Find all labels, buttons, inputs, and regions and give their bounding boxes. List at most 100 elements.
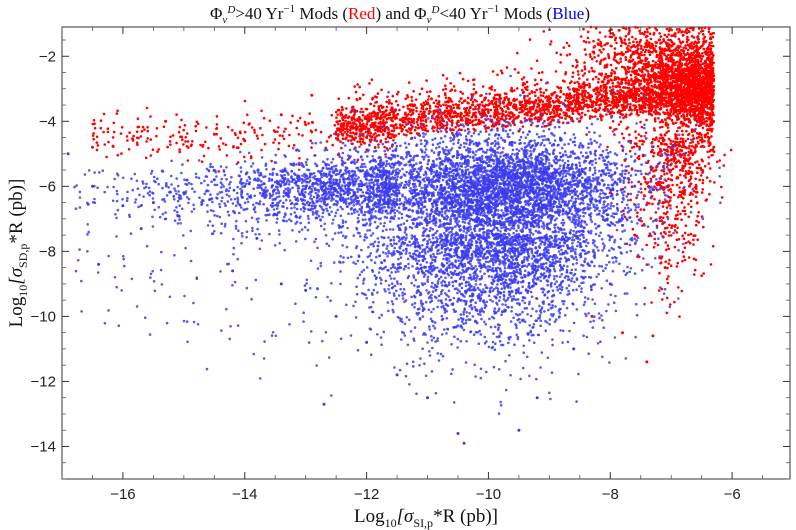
red-point [681,106,684,110]
red-point [155,134,158,138]
red-point [610,107,613,111]
red-point [669,303,672,306]
red-point [135,130,139,133]
red-point [689,89,693,93]
red-point [708,43,711,47]
red-point [651,90,655,94]
red-point [673,32,677,35]
red-point [707,141,710,144]
red-point [628,41,631,45]
red-point [542,30,546,33]
red-point [667,262,670,265]
red-point [583,83,587,87]
red-point [559,53,563,56]
red-point [588,86,591,89]
red-point [683,100,687,104]
red-point [447,109,451,113]
red-point [410,95,413,99]
red-point [380,88,383,92]
red-point [659,93,662,97]
red-point [349,139,353,142]
red-point [492,103,495,106]
red-point [665,63,668,66]
red-point [678,58,682,62]
red-point [392,129,396,133]
red-point [588,41,591,44]
red-point [695,166,699,170]
red-point [657,289,661,292]
red-point [710,59,713,62]
red-point [242,155,246,159]
red-point [474,111,478,114]
red-point [687,53,691,56]
red-point [354,90,358,94]
red-point [599,60,602,64]
red-point [595,102,598,106]
red-point [644,48,648,52]
red-point [436,105,440,109]
red-point [255,134,259,137]
red-point [360,119,364,122]
red-point [444,104,448,107]
red-point [523,86,527,89]
red-point [146,129,150,133]
red-point [374,121,377,124]
red-point [678,74,681,77]
red-point [287,144,291,148]
red-point [533,83,537,87]
red-point [515,87,519,90]
red-point [379,104,383,107]
red-point [553,112,556,115]
red-point [664,260,667,264]
red-point [694,87,698,91]
red-point [273,138,277,141]
red-point [679,212,682,216]
red-point [629,49,632,52]
red-point [614,36,617,40]
red-point [445,124,448,127]
red-point [656,243,660,247]
red-point [421,107,425,111]
red-point [448,114,452,118]
red-point [132,134,135,138]
red-point [361,110,365,114]
red-point [680,289,684,293]
red-point [445,77,449,80]
red-point [648,50,652,54]
red-point [556,113,559,117]
red-point [547,95,551,98]
red-point [303,120,307,124]
red-point [623,41,626,44]
red-point [667,29,671,33]
red-point [362,93,365,97]
red-point [686,66,690,69]
red-point [686,35,689,39]
red-point [484,108,487,111]
red-point [143,128,146,131]
red-point [667,129,670,133]
red-point [706,150,709,154]
red-point [692,104,695,108]
red-point [647,83,650,87]
red-point [358,121,362,124]
red-point [571,99,575,103]
red-point [708,59,711,62]
red-point [470,103,474,107]
red-point [584,90,588,93]
red-point [637,154,641,158]
red-point [584,40,588,44]
red-point [215,132,218,136]
red-point [182,143,185,146]
red-point [514,116,518,119]
red-point [272,141,275,144]
red-point [146,126,149,129]
red-point [539,94,543,97]
red-point [677,67,681,71]
red-point [418,92,422,96]
red-point [437,100,441,103]
red-point [629,89,632,92]
title-red-word: Red [348,4,376,23]
red-point [421,128,425,131]
red-point [582,27,585,31]
red-point [146,137,149,140]
